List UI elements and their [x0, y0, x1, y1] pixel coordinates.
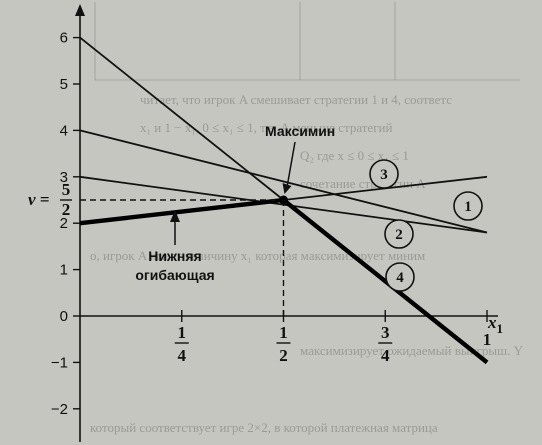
- value-label-denominator: 2: [62, 200, 71, 219]
- ghost-text: x₁ и 1 − x₁, 0 ≤ x₁ ≤ 1, т.е. A меньше с…: [140, 120, 392, 135]
- x-tick-numerator: 1: [178, 323, 187, 342]
- series-marker-circle-2: [384, 219, 414, 249]
- maximin-label: Максимин: [265, 123, 335, 139]
- y-tick-label: 0: [60, 308, 68, 325]
- envelope-arrow-head: [170, 210, 180, 222]
- y-tick-label: 2: [60, 215, 68, 232]
- series-marker-label-2: 2: [395, 227, 403, 243]
- ghost-text: Q₂ где x ≤ 0 ≤ x₁ ≤ 1: [300, 148, 409, 163]
- y-tick-label: −2: [51, 401, 68, 418]
- maximin-arrow-head: [282, 183, 292, 194]
- y-tick-label: 3: [60, 169, 68, 186]
- series-marker-circle-3: [369, 159, 399, 189]
- y-tick-label: 5: [60, 76, 68, 93]
- ghost-text: сочетание стратегии A: [300, 176, 426, 191]
- axes: x1: [75, 4, 503, 442]
- envelope-label-line1: Нижняя: [148, 248, 201, 264]
- envelope-label-line2: огибающая: [135, 267, 214, 283]
- ghost-text: читает, что игрок A смешивает стратегии …: [140, 92, 452, 107]
- y-tick-label: 1: [60, 262, 68, 279]
- series-marker-label-1: 1: [464, 199, 472, 215]
- x-tick-denominator: 4: [381, 346, 390, 365]
- y-axis-ticks: 6 5 4 3 2 1 0 −1 −2: [51, 30, 80, 418]
- x-tick-numerator: 1: [279, 323, 288, 342]
- x-tick-label: 1: [483, 330, 492, 349]
- maximin-guides: [80, 195, 288, 316]
- series-marker-circle-1: [453, 191, 483, 221]
- x-tick-denominator: 2: [279, 346, 288, 365]
- series-marker-circle-4: [385, 262, 415, 292]
- series-marker-label-4: 4: [396, 270, 404, 286]
- maximin-arrow-shaft: [285, 141, 296, 191]
- x-axis-ticks: 1 4 1 2 3 4 1: [174, 310, 492, 365]
- y-tick-label: 4: [60, 122, 68, 139]
- value-label-numerator: 5: [62, 180, 71, 199]
- series-marker-label-3: 3: [380, 167, 388, 183]
- x-tick-denominator: 4: [178, 346, 187, 365]
- ghost-text: о, игрок A имеет величину x₁ которая мак…: [90, 248, 425, 263]
- maximin-point: [279, 195, 288, 205]
- background-bleed-text: читает, что игрок A смешивает стратегии …: [90, 2, 524, 435]
- ghost-text: который соответствует игре 2×2, в которо…: [90, 420, 438, 435]
- strategy-line-1: [79, 129, 488, 234]
- y-axis-arrow: [75, 4, 85, 16]
- y-tick-label: −1: [51, 354, 68, 371]
- value-label-prefix: ν =: [28, 190, 49, 209]
- y-tick-label: 6: [60, 30, 68, 47]
- x-tick-numerator: 3: [381, 323, 390, 342]
